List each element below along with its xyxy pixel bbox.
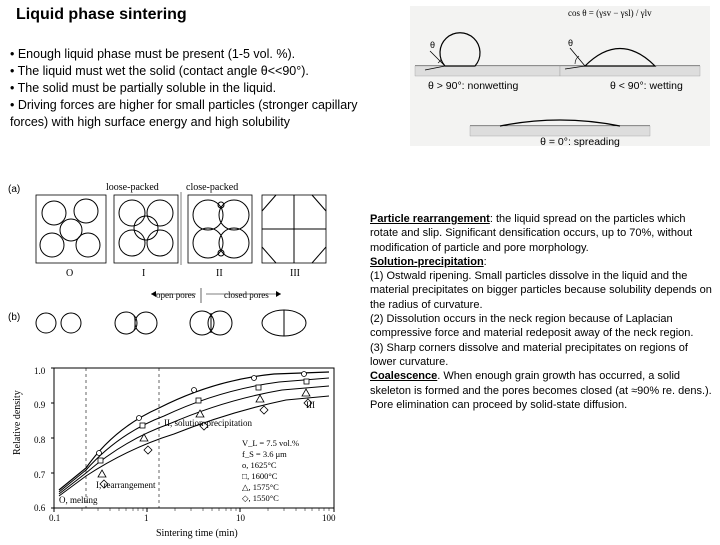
header-close: close-packed — [186, 182, 238, 193]
svg-text:0.8: 0.8 — [34, 435, 46, 445]
p-solution-2: (2) Dissolution occurs in the neck regio… — [370, 313, 693, 339]
svg-text:Relative density: Relative density — [12, 390, 23, 455]
explanation-text: Particle rearrangement: the liquid sprea… — [370, 212, 712, 412]
svg-text:◇, 1550°C: ◇, 1550°C — [242, 493, 279, 503]
svg-text:10: 10 — [236, 513, 246, 523]
svg-text:0.7: 0.7 — [34, 470, 46, 480]
svg-text:O, melting: O, melting — [59, 495, 98, 505]
wetting-formula: cos θ = (γsv − γsl) / γlv — [568, 8, 652, 18]
svg-text:III: III — [290, 268, 300, 279]
svg-text:O: O — [66, 268, 73, 279]
svg-text:closed pores: closed pores — [224, 290, 269, 300]
svg-text:Sintering time (min): Sintering time (min) — [156, 528, 238, 539]
particle-stages-figure: (a) loose-packed close-packed — [6, 180, 356, 355]
wetting-diagram: cos θ = (γsv − γsl) / γlv θ θ — [410, 6, 710, 146]
svg-text:(b): (b) — [8, 312, 20, 323]
h-rearrangement: Particle rearrangement — [370, 213, 490, 225]
svg-text:III: III — [306, 400, 315, 410]
header-loose: loose-packed — [106, 182, 159, 193]
svg-text:I: I — [142, 268, 145, 279]
svg-text:open pores: open pores — [156, 290, 196, 300]
density-graph: 0.6 0.7 0.8 0.9 1.0 0.1 1 10 100 — [6, 360, 366, 545]
svg-text:1: 1 — [144, 513, 149, 523]
bullet-3: • The solid must be partially soluble in… — [10, 80, 390, 97]
wetting-svg: θ θ — [410, 6, 710, 146]
svg-text:θ: θ — [568, 38, 573, 48]
svg-text:II, solution-precipitation: II, solution-precipitation — [164, 418, 252, 428]
svg-text:△, 1575°C: △, 1575°C — [242, 482, 279, 492]
svg-text:o, 1625°C: o, 1625°C — [242, 460, 277, 470]
p-solution-1: (1) Ostwald ripening. Small particles di… — [370, 270, 712, 311]
svg-text:I, rearrangement: I, rearrangement — [96, 480, 156, 490]
svg-text:0.6: 0.6 — [34, 503, 46, 513]
page-title: Liquid phase sintering — [16, 6, 187, 24]
label-a: (a) — [8, 184, 20, 195]
svg-text:f_S = 3.6 μm: f_S = 3.6 μm — [242, 449, 287, 459]
svg-text:1.0: 1.0 — [34, 366, 46, 376]
svg-text:0.9: 0.9 — [34, 400, 46, 410]
p-solution-3: (3) Sharp corners dissolve and material … — [370, 342, 688, 368]
bullet-2: • The liquid must wet the solid (contact… — [10, 63, 390, 80]
svg-text:□, 1600°C: □, 1600°C — [242, 471, 278, 481]
svg-text:0.1: 0.1 — [49, 513, 60, 523]
svg-text:V_L = 7.5 vol.%: V_L = 7.5 vol.% — [242, 438, 299, 448]
bullet-list: • Enough liquid phase must be present (1… — [10, 46, 390, 130]
h-coalescence: Coalescence — [370, 370, 437, 382]
caption-spreading: θ = 0°: spreading — [520, 136, 640, 148]
caption-nonwetting: θ > 90°: nonwetting — [428, 80, 518, 92]
svg-text:θ: θ — [430, 40, 435, 50]
bullet-1: • Enough liquid phase must be present (1… — [10, 46, 390, 63]
bullet-4: • Driving forces are higher for small pa… — [10, 97, 390, 131]
h-solution: Solution-precipitation — [370, 256, 484, 268]
caption-wetting: θ < 90°: wetting — [610, 80, 683, 92]
svg-text:100: 100 — [322, 513, 336, 523]
svg-text:II: II — [216, 268, 223, 279]
